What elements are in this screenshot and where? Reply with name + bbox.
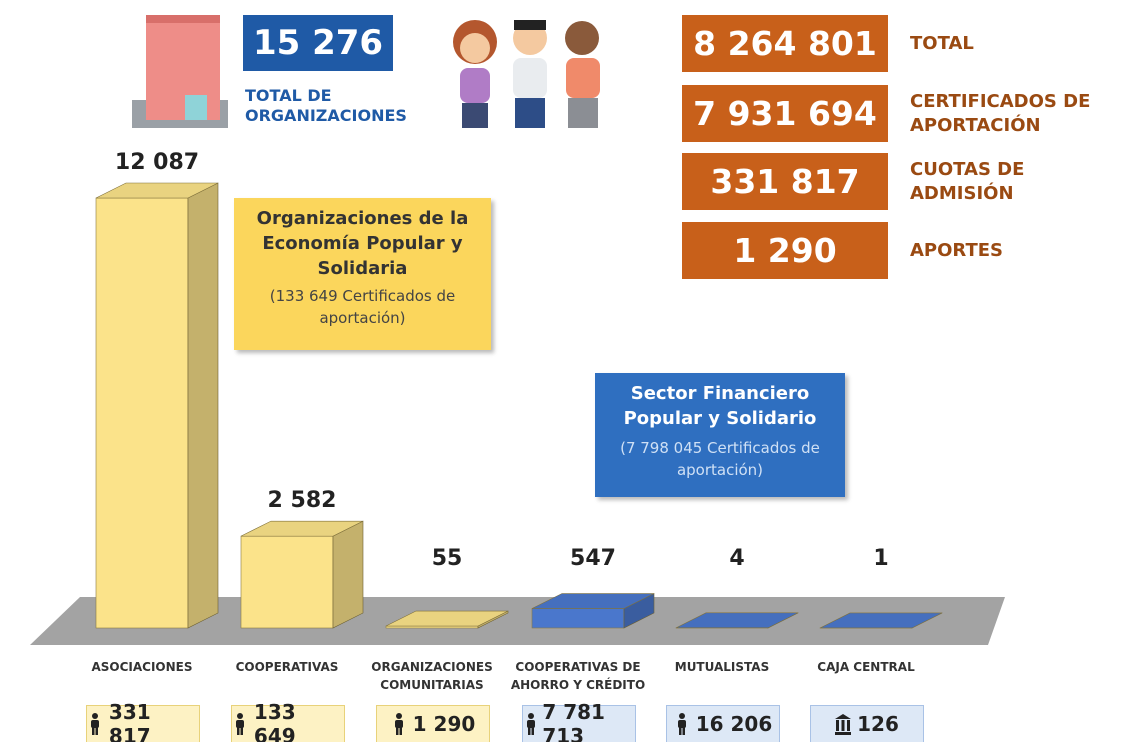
total-value: 331 817: [682, 153, 888, 210]
value-label: 55: [432, 546, 463, 571]
bar-front: [241, 536, 333, 628]
member-count: 7 781 713: [522, 705, 636, 742]
member-count: 133 649: [231, 705, 345, 742]
category-label: ASOCIACIONES: [67, 658, 217, 676]
member-count-text: 331 817: [109, 700, 199, 742]
member-count: 126: [810, 705, 924, 742]
person-icon: [87, 713, 103, 735]
member-count-text: 16 206: [696, 712, 773, 736]
callout-eps: Organizaciones de la Economía Popular y …: [234, 198, 491, 350]
callout-note: (7 798 045 Certificados de aportación): [595, 431, 845, 481]
building-icon: [132, 15, 228, 128]
member-count: 16 206: [666, 705, 780, 742]
total-value: 1 290: [682, 222, 888, 279]
total-value: 8 264 801: [682, 15, 888, 72]
people-illustration: [453, 20, 600, 128]
category-label: ORGANIZACIONES COMUNITARIAS: [357, 658, 507, 694]
value-label: 547: [570, 546, 616, 571]
bar-front: [532, 609, 624, 628]
person-icon: [523, 713, 536, 735]
person-icon: [391, 713, 407, 735]
total-label: TOTAL: [910, 15, 1100, 72]
member-count-text: 1 290: [413, 712, 476, 736]
person-icon: [674, 713, 690, 735]
member-count-text: 7 781 713: [542, 700, 635, 742]
member-count: 1 290: [376, 705, 490, 742]
callout-title: Organizaciones de la Economía Popular y …: [234, 206, 491, 281]
org-total-value: 15 276: [243, 15, 393, 71]
value-label: 12 087: [115, 150, 199, 175]
category-label: CAJA CENTRAL: [791, 658, 941, 676]
category-label: COOPERATIVAS: [212, 658, 362, 676]
value-label: 4: [729, 546, 744, 571]
bank-icon: [835, 713, 851, 735]
person-icon: [232, 713, 248, 735]
value-label: 1: [873, 546, 888, 571]
callout-note: (133 649 Certificados de aportación): [234, 281, 491, 329]
total-label: CUOTAS DE ADMISIÓN: [910, 153, 1100, 210]
category-label: MUTUALISTAS: [647, 658, 797, 676]
member-count: 331 817: [86, 705, 200, 742]
callout-title: Sector Financiero Popular y Solidario: [595, 381, 845, 431]
member-count-text: 126: [857, 712, 899, 736]
bar-side: [188, 183, 218, 628]
total-value: 7 931 694: [682, 85, 888, 142]
callout-sfps: Sector Financiero Popular y Solidario (7…: [595, 373, 845, 497]
bar-side: [333, 521, 363, 628]
member-count-text: 133 649: [254, 700, 344, 742]
infographic: 12 087 2 582 55 547 4 1 15 276 TOTAL DE ORGAN…: [0, 0, 1121, 742]
org-total-label: TOTAL DE ORGANIZACIONES: [245, 86, 425, 126]
value-label: 2 582: [268, 488, 337, 513]
category-label: COOPERATIVAS DE AHORRO Y CRÉDITO: [503, 658, 653, 694]
total-label: CERTIFICADOS DE APORTACIÓN: [910, 85, 1100, 142]
total-label: APORTES: [910, 222, 1100, 279]
bar-front: [96, 198, 188, 628]
